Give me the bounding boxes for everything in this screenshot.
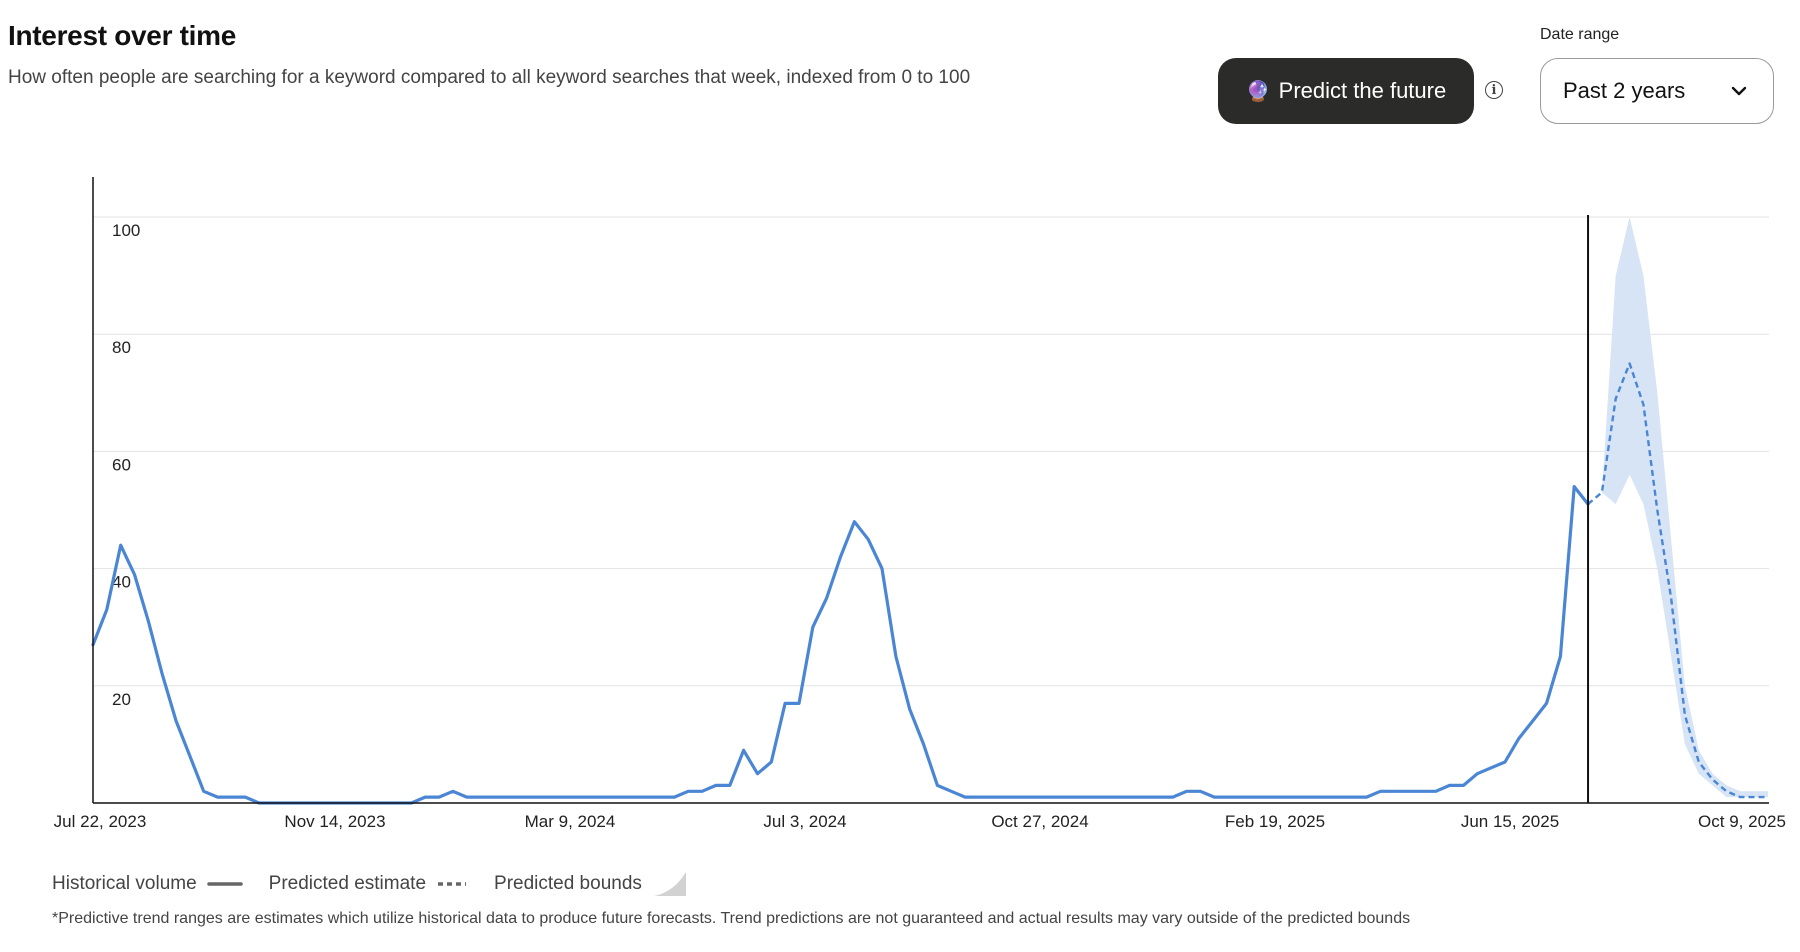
legend-historical: Historical volume: [52, 873, 243, 895]
prediction-disclaimer: *Predictive trend ranges are estimates w…: [52, 910, 1411, 927]
legend-estimate: Predicted estimate: [269, 873, 468, 895]
historical-volume-line: [91, 485, 1590, 805]
chart-legend: Historical volume Predicted estimate Pre…: [52, 870, 714, 898]
date-range-label: Date range: [1540, 26, 1620, 43]
legend-bounds: Predicted bounds: [494, 870, 688, 898]
predicted-bounds-band: [1588, 217, 1768, 798]
legend-bounds-label: Predicted bounds: [494, 873, 642, 894]
legend-historical-label: Historical volume: [52, 873, 197, 894]
predict-the-future-button[interactable]: 🔮 Predict the future: [1218, 58, 1474, 124]
date-range-value: Past 2 years: [1563, 78, 1686, 103]
x-tick-label: Feb 19, 2025: [1225, 812, 1325, 831]
y-tick-label: 100: [112, 221, 140, 240]
x-tick-label: Mar 9, 2024: [525, 812, 616, 831]
y-tick-label: 80: [112, 338, 131, 357]
date-range-select[interactable]: Past 2 years: [1540, 58, 1774, 124]
x-tick-label: Jul 3, 2024: [763, 812, 846, 831]
info-icon[interactable]: i: [1485, 81, 1503, 99]
legend-estimate-label: Predicted estimate: [268, 873, 427, 894]
interest-over-time-chart: 20 40 60 80 100 Jul 22, 2023 Nov 14, 2023 Mar 9…: [54, 177, 1786, 831]
y-tick-label: 20: [112, 690, 131, 709]
predict-button-label: Predict the future: [1278, 78, 1447, 103]
legend-dashed-line-swatch: [438, 882, 467, 886]
x-tick-label: Jul 22, 2023: [54, 812, 147, 831]
legend-bounds-swatch: [653, 872, 686, 896]
x-tick-label: Oct 27, 2024: [991, 812, 1088, 831]
crystal-ball-icon: 🔮: [1245, 80, 1271, 103]
y-tick-label: 60: [112, 455, 131, 474]
y-tick-label: 40: [112, 573, 131, 592]
x-tick-label: Jun 15, 2025: [1461, 812, 1559, 831]
chart-title: Interest over time: [8, 20, 237, 51]
chevron-down-icon: [1731, 86, 1747, 96]
legend-solid-line-swatch: [206, 882, 243, 886]
x-tick-label: Oct 9, 2025: [1698, 812, 1786, 831]
chart-subtitle: How often people are searching for a key…: [8, 67, 971, 88]
x-tick-label: Nov 14, 2023: [284, 812, 385, 831]
